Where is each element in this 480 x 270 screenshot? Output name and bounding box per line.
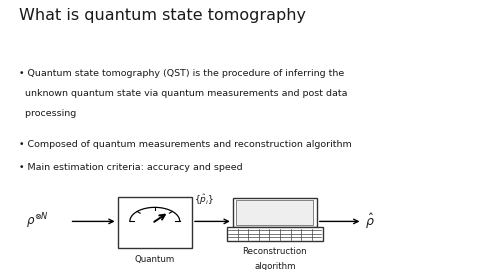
Text: $f(\hat{p}_i|E_i)$: $f(\hat{p}_i|E_i)$ <box>261 205 289 220</box>
Text: $\{\hat{p}_i\}$: $\{\hat{p}_i\}$ <box>194 192 215 207</box>
FancyBboxPatch shape <box>118 197 192 248</box>
Text: $\rho^{\otimes N}$: $\rho^{\otimes N}$ <box>26 212 49 231</box>
Text: algorithm: algorithm <box>254 262 296 270</box>
Text: Quantum: Quantum <box>135 255 175 264</box>
Text: • Composed of quantum measurements and reconstruction algorithm: • Composed of quantum measurements and r… <box>19 140 352 149</box>
FancyBboxPatch shape <box>233 198 317 227</box>
Text: unknown quantum state via quantum measurements and post data: unknown quantum state via quantum measur… <box>19 89 348 98</box>
Text: • Quantum state tomography (QST) is the procedure of inferring the: • Quantum state tomography (QST) is the … <box>19 69 345 78</box>
Text: • Main estimation criteria: accuracy and speed: • Main estimation criteria: accuracy and… <box>19 163 243 172</box>
Text: $\hat{\rho}$: $\hat{\rho}$ <box>365 212 374 231</box>
Text: Reconstruction: Reconstruction <box>242 247 307 256</box>
Text: processing: processing <box>19 109 76 118</box>
FancyBboxPatch shape <box>236 200 313 225</box>
Text: What is quantum state tomography: What is quantum state tomography <box>19 8 306 23</box>
FancyBboxPatch shape <box>227 227 323 241</box>
